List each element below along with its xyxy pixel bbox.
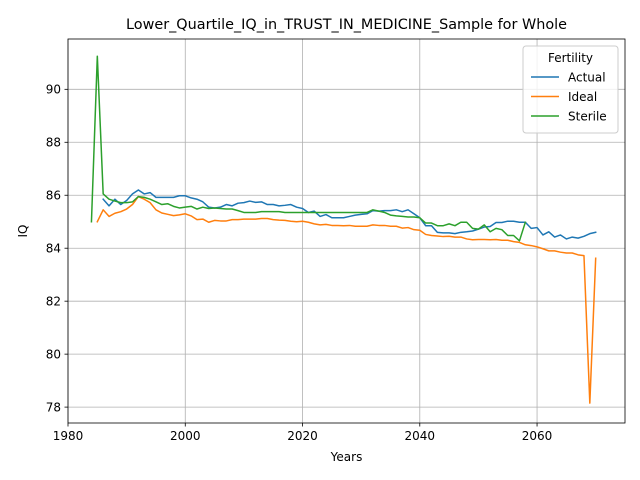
y-tick-label: 90 (46, 83, 61, 97)
y-tick-label: 86 (46, 189, 61, 203)
x-tick-label: 2000 (170, 429, 201, 443)
series-line-actual (102, 189, 597, 240)
x-tick-label: 2040 (405, 429, 436, 443)
x-tick-label: 2020 (287, 429, 318, 443)
legend-box (522, 45, 619, 134)
legend-label-actual: Actual (568, 70, 606, 84)
y-tick-label: 88 (46, 136, 61, 150)
plot-frame (67, 38, 626, 424)
plot-series (90, 55, 597, 404)
legend-entries: Actual Ideal Sterile (531, 70, 607, 123)
chart-title: Lower_Quartile_IQ_in_TRUST_IN_MEDICINE_S… (126, 17, 567, 33)
y-axis-title: IQ (16, 225, 30, 238)
legend: Fertility Actual Ideal Sterile (522, 45, 619, 134)
x-tick-label: 1980 (53, 429, 84, 443)
y-tick-label: 80 (46, 347, 61, 361)
x-tick-label: 2060 (522, 429, 553, 443)
legend-label-ideal: Ideal (568, 90, 597, 104)
x-axis-ticks: 1980 2000 2020 2040 2060 (53, 423, 553, 443)
legend-title: Fertility (548, 51, 593, 65)
series-line-ideal (96, 195, 597, 404)
legend-label-sterile: Sterile (568, 109, 607, 123)
y-tick-label: 82 (46, 294, 61, 308)
x-axis-title: Years (330, 450, 363, 464)
grid-lines (67, 39, 625, 423)
y-tick-label: 78 (46, 400, 61, 414)
y-tick-label: 84 (46, 242, 61, 256)
series-line-sterile (90, 55, 527, 242)
y-axis-ticks: 78 80 82 84 86 88 90 (46, 83, 68, 414)
